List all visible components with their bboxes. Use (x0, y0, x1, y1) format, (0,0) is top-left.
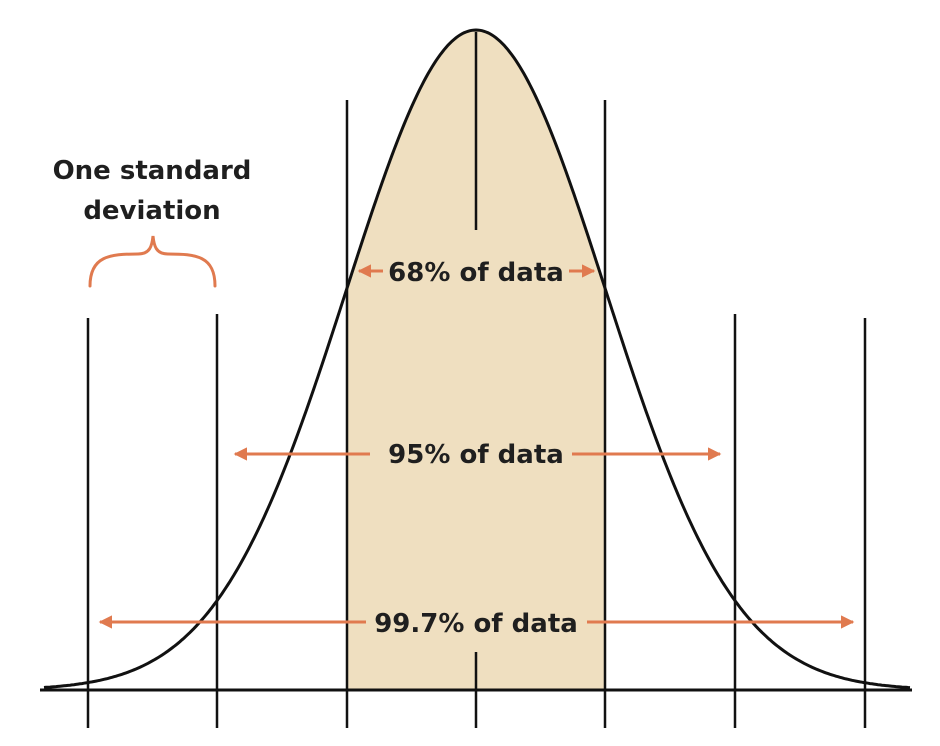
curly-brace-icon (88, 235, 217, 288)
bell-curve (43, 28, 911, 690)
one-sd-shaded-band (346, 30, 606, 690)
label-99-7-percent: 99.7% of data (374, 609, 578, 639)
annotation-line1: One standard (53, 156, 252, 186)
annotation-line2: deviation (83, 196, 220, 226)
label-68-percent: 68% of data (388, 258, 564, 288)
label-95-percent: 95% of data (388, 440, 564, 470)
